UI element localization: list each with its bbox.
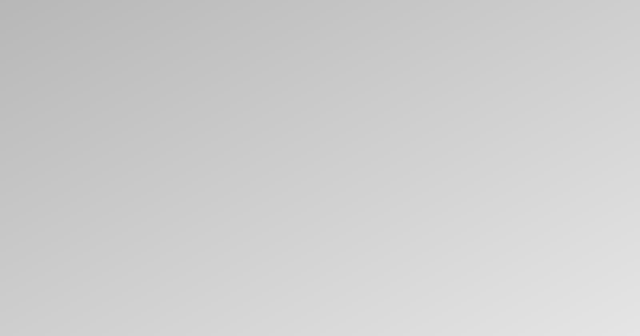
Polygon shape [444, 17, 518, 27]
Polygon shape [240, 233, 303, 309]
Polygon shape [545, 175, 620, 185]
Polygon shape [506, 17, 518, 309]
Polygon shape [545, 299, 620, 324]
Polygon shape [342, 140, 404, 309]
Polygon shape [240, 223, 315, 233]
Text: IMMIGRATION: IMMIGRATION [570, 201, 583, 293]
Polygon shape [444, 27, 506, 309]
Text: Hampshire: Hampshire [22, 168, 132, 186]
Polygon shape [545, 299, 620, 309]
Polygon shape [444, 299, 518, 309]
Text: HOUSING: HOUSING [265, 240, 278, 302]
Polygon shape [444, 299, 518, 336]
Polygon shape [240, 299, 315, 309]
Polygon shape [342, 130, 416, 140]
Text: EDUCATION: EDUCATION [367, 186, 380, 263]
Polygon shape [608, 175, 620, 309]
Polygon shape [404, 130, 416, 309]
Polygon shape [342, 299, 416, 309]
Text: UNEMPLOYMENT: UNEMPLOYMENT [468, 113, 481, 223]
Polygon shape [240, 299, 315, 318]
Polygon shape [545, 185, 608, 309]
Text: Socio-economic statistics: Socio-economic statistics [10, 10, 368, 34]
Text: Mead End: Mead End [22, 108, 121, 126]
Polygon shape [342, 299, 416, 329]
Polygon shape [303, 223, 315, 309]
